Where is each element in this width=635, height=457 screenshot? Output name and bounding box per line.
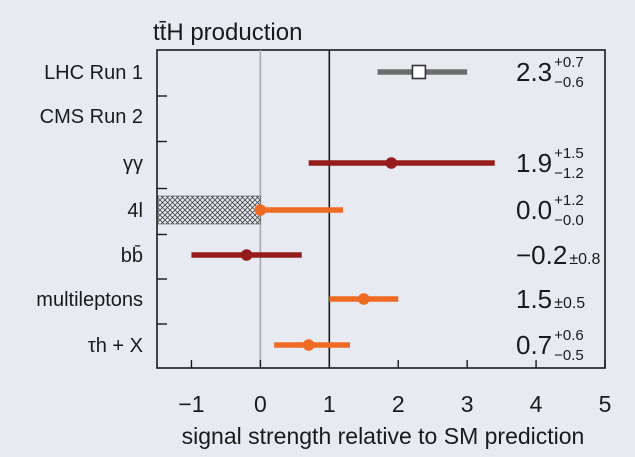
row-label: 4l xyxy=(127,200,143,222)
error-plus-label: +0.7 xyxy=(554,54,584,71)
row-label: bb̄ xyxy=(121,244,143,267)
row-label: multileptons xyxy=(36,289,143,311)
rows: LHC Run 1 2.3 +0.7 −0.6 CMS Run 2 γγ 1.9 +1.5 −1… xyxy=(36,54,600,364)
error-minus-label: −0.6 xyxy=(554,74,584,91)
data-point xyxy=(240,249,253,261)
row-label: CMS Run 2 xyxy=(40,106,143,128)
plot-frame xyxy=(156,49,606,369)
x-tick-label: 3 xyxy=(461,391,474,417)
data-point xyxy=(411,64,427,80)
value-label: −0.2 xyxy=(516,240,567,270)
data-point xyxy=(254,204,267,216)
chart-title: tt̄H production xyxy=(153,19,302,46)
error-label: ±0.8 xyxy=(569,251,600,268)
error-plus-label: +1.2 xyxy=(554,192,584,209)
x-tick-label: 5 xyxy=(599,391,612,417)
data-point xyxy=(357,293,370,305)
value-label: 0.7 xyxy=(516,330,552,360)
value-label: 2.3 xyxy=(516,57,552,87)
x-tick-label: 4 xyxy=(530,391,543,417)
x-tick-label: 0 xyxy=(254,391,267,417)
row-label: γγ xyxy=(123,153,143,175)
data-point xyxy=(385,157,398,169)
hatched-region xyxy=(157,195,261,225)
row-label: τh + X xyxy=(88,335,143,357)
x-tick-label: 2 xyxy=(392,391,405,417)
error-plus-label: +1.5 xyxy=(554,145,584,162)
x-axis: −1 0 1 2 3 4 5 xyxy=(157,95,612,417)
x-axis-label: signal strength relative to SM predictio… xyxy=(182,423,585,449)
error-minus-label: −0.0 xyxy=(554,212,584,229)
error-minus-label: −1.2 xyxy=(554,165,584,182)
value-label: 1.5 xyxy=(516,284,552,314)
value-label: 0.0 xyxy=(516,195,552,225)
value-label: 1.9 xyxy=(516,148,552,178)
x-tick-label: 1 xyxy=(323,391,336,417)
error-minus-label: −0.5 xyxy=(554,347,584,364)
data-point xyxy=(302,339,315,351)
error-label: ±0.5 xyxy=(554,295,585,312)
x-tick-label: −1 xyxy=(178,391,204,417)
error-plus-label: +0.6 xyxy=(554,327,584,344)
row-label: LHC Run 1 xyxy=(44,62,143,84)
